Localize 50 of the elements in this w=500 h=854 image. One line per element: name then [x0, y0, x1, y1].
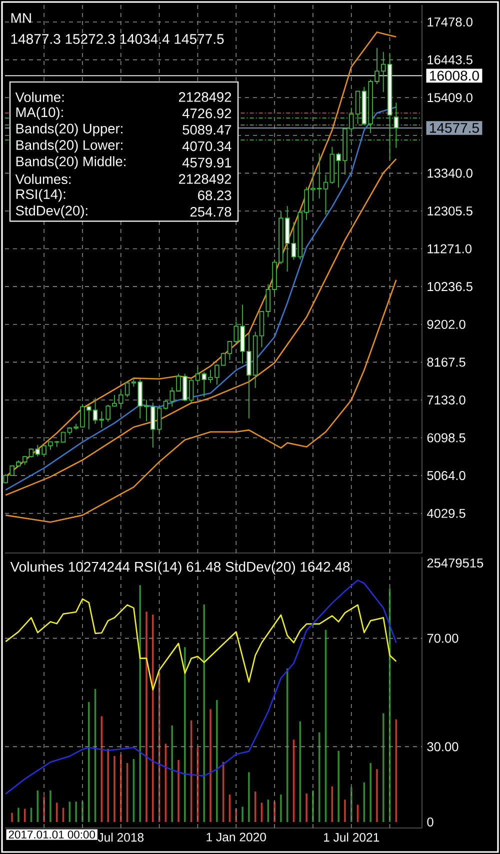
annotation: Bands(20) Middle: — [16, 156, 126, 170]
text: 14877.3 15272.3 14034.4 14577.5 — [11, 34, 224, 44]
annotation: 254.78 — [190, 206, 232, 217]
y-tick-label: 5064.0 — [427, 471, 466, 480]
annotation: Bands(20) Upper: — [16, 123, 122, 136]
candlestick — [291, 222, 296, 260]
x-tick-label: 1 Jul 2021 — [324, 832, 380, 842]
y-tick-label: 13340.0 — [428, 168, 472, 178]
y-tick-label: 17478.0 — [428, 17, 472, 27]
annotation: Volumes: — [15, 174, 71, 184]
y-tick-label: 70.00 — [427, 634, 458, 643]
line-series — [4, 580, 397, 795]
line-series — [4, 279, 397, 523]
annotation: 5089.47 — [182, 124, 232, 135]
x-tick-label: 1 Jan 2020 — [206, 832, 266, 842]
y-tick-label: 6098.5 — [427, 433, 466, 442]
annotation: 4070.34 — [182, 141, 232, 152]
y-tick-label: 10236.5 — [428, 282, 472, 292]
x-tick-label: Jul 2018 — [98, 832, 144, 842]
line-series — [4, 598, 397, 690]
y2-tick-label: 0 — [427, 817, 434, 827]
annotation: 2128492 — [178, 174, 232, 184]
candlestick — [394, 102, 399, 148]
y-tick-label: 30.00 — [427, 742, 458, 752]
annotation: MA(10): — [16, 107, 63, 120]
annotation: Volume: — [15, 92, 64, 102]
candlestick — [323, 174, 328, 215]
y-tick-label: 16443.5 — [428, 55, 472, 64]
y-tick-label: 11271.0 — [428, 244, 472, 254]
line-series — [4, 31, 397, 478]
y2-tick-label: 25479515 — [427, 558, 484, 568]
chart-title: Volumes 10274244 RSI(14) 61.48 StdDev(20) 1642.48 — [10, 561, 350, 575]
annotation: 2128492 — [178, 92, 232, 102]
annotation: RSI(14): — [16, 188, 66, 202]
ref-line-label: 16008.0 — [430, 70, 479, 81]
y-tick-label: 15409.0 — [428, 93, 472, 102]
chart-title: MN — [11, 13, 31, 23]
annotation: StdDev(20): — [16, 205, 88, 218]
y-tick-label: 12305.5 — [428, 206, 472, 216]
y-tick-label: 4029.5 — [427, 508, 466, 518]
candlestick — [355, 90, 360, 124]
y-tick-label: 7133.0 — [427, 395, 466, 405]
annotation: 68.23 — [198, 190, 232, 200]
y-tick-label: 9202.0 — [427, 320, 466, 329]
annotation: 4579.91 — [182, 158, 232, 168]
ref-line-label: 14577.5 — [430, 123, 479, 133]
annotation: Bands(20) Lower: — [16, 140, 122, 153]
text: 2017.01.01 00:00 — [8, 830, 95, 839]
y-tick-label: 8167.5 — [427, 358, 466, 367]
annotation: 4726.92 — [182, 108, 232, 118]
